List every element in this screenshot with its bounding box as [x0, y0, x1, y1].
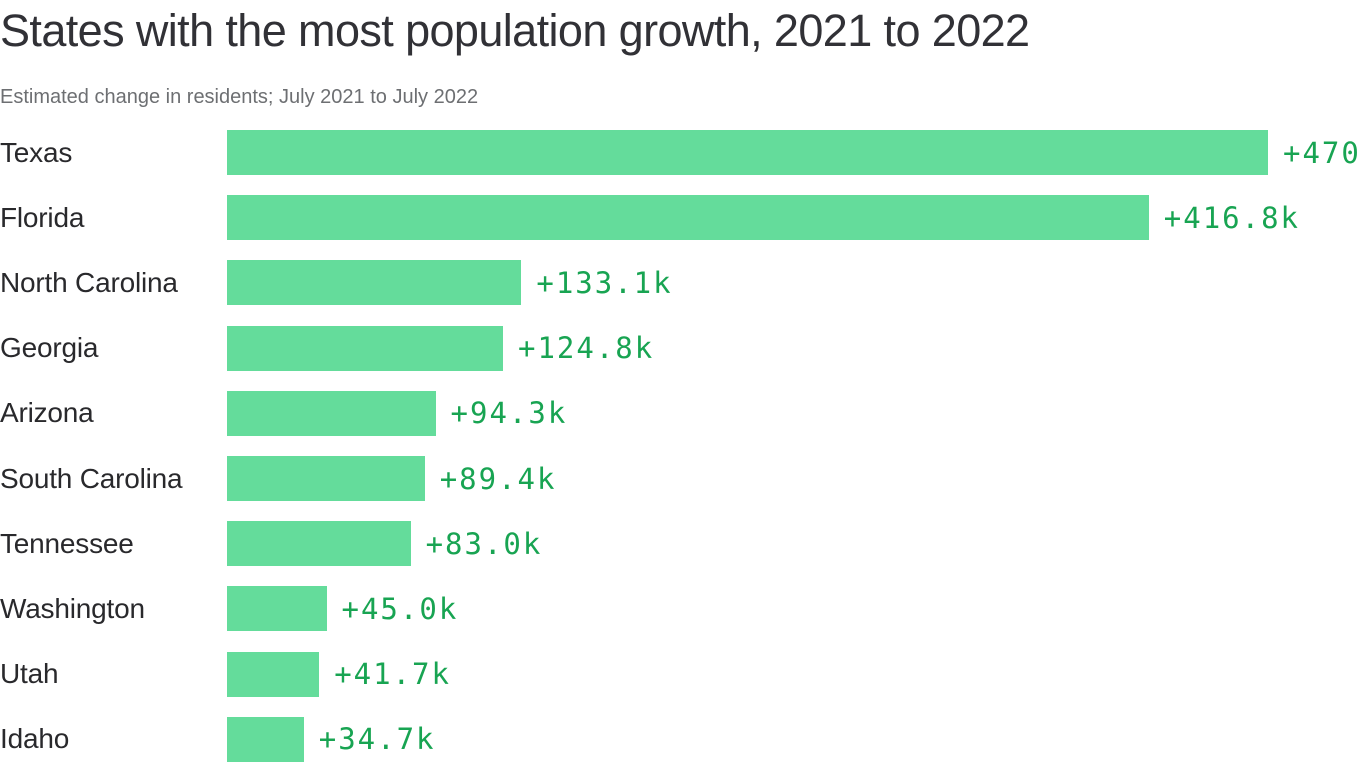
- value-label: +133.1k: [536, 265, 673, 300]
- bar: [227, 260, 522, 306]
- value-label: +89.4k: [439, 461, 557, 496]
- bar-row: Utah +41.7k: [0, 642, 1366, 707]
- category-label: Washington: [0, 592, 145, 624]
- bar: [227, 456, 425, 502]
- category-label: Florida: [0, 201, 85, 233]
- value-label: +41.7k: [334, 657, 451, 692]
- category-label: Texas: [0, 136, 73, 168]
- value-label: +83.0k: [425, 526, 543, 561]
- value-label: +94.3k: [450, 396, 568, 431]
- bar-row: Washington +45.0k: [0, 576, 1366, 641]
- chart-subtitle: Estimated change in residents; July 2021…: [0, 86, 479, 108]
- bar: [227, 390, 436, 436]
- bar-row: North Carolina +133.1k: [0, 250, 1366, 315]
- page-title: States with the most population growth, …: [0, 5, 1030, 56]
- bar: [227, 195, 1149, 241]
- bar: [227, 716, 304, 762]
- category-label: Tennessee: [0, 527, 134, 559]
- value-label: +34.7k: [318, 722, 436, 757]
- category-label: North Carolina: [0, 266, 178, 298]
- bar-chart: Texas +470 Florida +416.8k North Carolina +13…: [0, 120, 1366, 772]
- bar: [227, 325, 503, 371]
- bar-row: South Carolina +89.4k: [0, 446, 1366, 511]
- category-label: Georgia: [0, 332, 99, 364]
- value-label: +416.8k: [1163, 200, 1300, 235]
- value-label: +124.8k: [518, 331, 655, 366]
- category-label: Arizona: [0, 397, 94, 429]
- bar: [227, 130, 1268, 176]
- bar-row: Arizona +94.3k: [0, 381, 1366, 446]
- bar-row: Texas +470: [0, 120, 1366, 185]
- value-label: +45.0k: [341, 591, 459, 626]
- bar: [227, 586, 327, 632]
- value-label: +470: [1283, 135, 1361, 170]
- bar: [227, 521, 411, 567]
- bar: [227, 651, 320, 697]
- bar-row: Idaho +34.7k: [0, 707, 1366, 772]
- bar-row: Florida +416.8k: [0, 185, 1366, 250]
- chart-header: States with the most population growth, …: [0, 0, 1366, 110]
- bar-row: Tennessee +83.0k: [0, 511, 1366, 576]
- category-label: South Carolina: [0, 462, 183, 494]
- category-label: Utah: [0, 658, 59, 690]
- bar-row: Georgia +124.8k: [0, 316, 1366, 381]
- category-label: Idaho: [0, 723, 70, 755]
